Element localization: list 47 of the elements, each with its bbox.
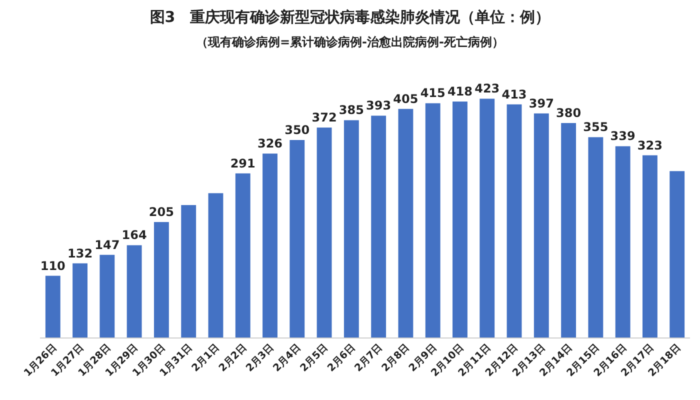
data-label: 415 [420, 86, 446, 100]
bar [588, 137, 604, 338]
bar [290, 140, 305, 338]
data-label: 147 [94, 238, 120, 252]
bar [262, 154, 278, 338]
data-label: 397 [528, 96, 554, 110]
data-label: 323 [637, 138, 662, 152]
bar [371, 116, 386, 338]
data-label: 413 [502, 87, 527, 102]
data-label: 164 [122, 228, 147, 242]
bar [72, 263, 88, 338]
bar [100, 254, 115, 338]
bar [480, 98, 495, 338]
bar [154, 222, 169, 338]
data-label: 393 [366, 98, 392, 113]
data-label: 291 [230, 156, 256, 170]
data-label: 405 [393, 92, 418, 106]
bar [235, 173, 250, 338]
bar [344, 120, 359, 338]
data-label: 326 [257, 136, 283, 151]
bar [316, 128, 332, 338]
bar [452, 102, 468, 338]
data-label: 355 [583, 120, 608, 134]
bar [506, 104, 522, 338]
data-label: 339 [610, 129, 636, 144]
data-label: 205 [148, 205, 174, 220]
data-label: 372 [312, 110, 337, 125]
bar [425, 103, 440, 338]
bar [181, 205, 196, 338]
bar [561, 123, 576, 338]
bar [208, 193, 224, 338]
chart-subtitle: （现有确诊病例=累计确诊病例-治愈出院病例-死亡病例） [196, 35, 504, 49]
bar [670, 171, 685, 338]
bar [126, 245, 142, 338]
data-label: 418 [447, 84, 473, 99]
bar [45, 276, 60, 338]
data-label: 350 [284, 123, 310, 138]
bar [534, 113, 549, 338]
chart-title: 图3 重庆现有确诊新型冠状病毒感染肺炎情况（单位：例） [150, 8, 550, 26]
data-label: 110 [40, 258, 66, 273]
data-label: 380 [556, 106, 582, 120]
data-label: 385 [338, 103, 364, 118]
data-label: 132 [68, 246, 93, 260]
bar [642, 155, 658, 338]
data-label: 423 [474, 82, 500, 96]
bar [615, 146, 630, 338]
bar [398, 108, 414, 338]
